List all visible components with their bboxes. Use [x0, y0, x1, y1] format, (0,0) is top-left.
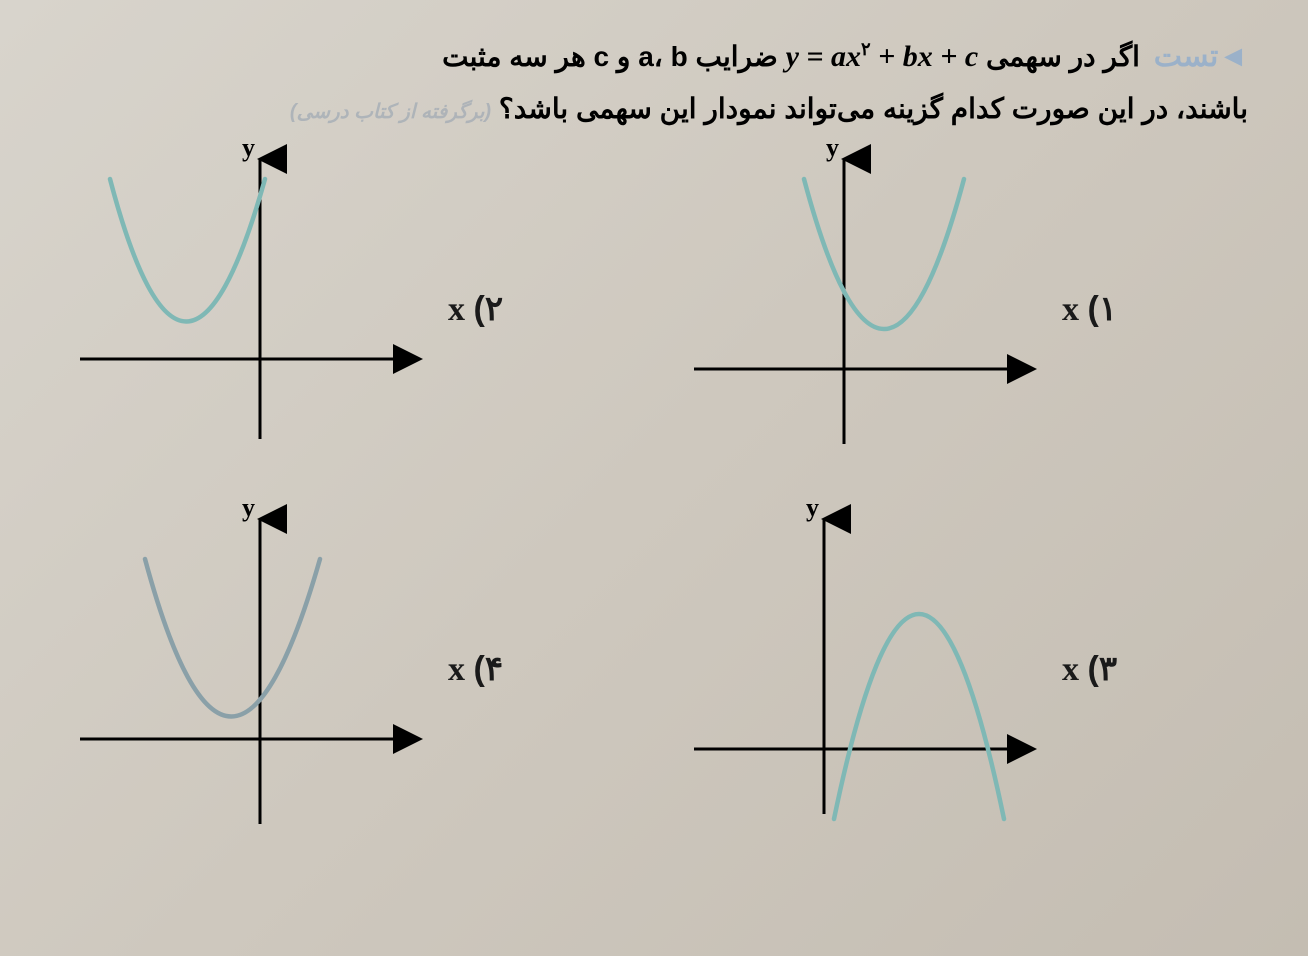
curve-1 [804, 179, 964, 329]
source-note: (برگرفته از کتاب درسی) [290, 101, 491, 123]
option-4-cell: y x (۴ [60, 504, 634, 834]
curve-2 [110, 179, 265, 322]
opt3-var: x [1062, 651, 1079, 688]
opt2-num: (۲ [474, 290, 504, 328]
options-grid: y x (۲ [40, 134, 1268, 834]
y-label-4: y [242, 504, 255, 522]
question-text: ◄تست اگر در سهمی y = ax۲ + bx + c ضرایب … [40, 20, 1268, 134]
graph-4: y [60, 504, 440, 834]
opt3-num: (۳ [1088, 650, 1118, 688]
curve-3 [834, 614, 1004, 819]
graph-2: y [60, 144, 440, 474]
q-part1: اگر در سهمی [986, 41, 1140, 72]
y-label-2: y [242, 144, 255, 162]
option-1-label: x (۱ [1062, 289, 1117, 329]
q-line2: باشند، در این صورت کدام گزینه می‌تواند ن… [499, 93, 1248, 124]
option-4-label: x (۴ [448, 649, 503, 689]
option-2-label: x (۲ [448, 289, 503, 329]
graph-1-svg: y [674, 144, 1054, 474]
opt1-var: x [1062, 291, 1079, 328]
opt4-num: (۴ [474, 650, 504, 688]
y-label-3: y [806, 504, 819, 522]
q-part2: ضرایب a، b و c هر سه مثبت [442, 41, 778, 72]
graph-4-svg: y [60, 504, 440, 834]
graph-3-svg: y [674, 504, 1054, 834]
option-3-label: x (۳ [1062, 649, 1117, 689]
page: ◄تست اگر در سهمی y = ax۲ + bx + c ضرایب … [0, 0, 1308, 956]
opt2-var: x [448, 291, 465, 328]
curve-4 [145, 559, 320, 717]
option-2-cell: y x (۲ [60, 144, 634, 474]
opt1-num: (۱ [1088, 290, 1118, 328]
option-3-cell: y x (۳ [674, 504, 1248, 834]
opt4-var: x [448, 651, 465, 688]
y-label-1: y [826, 144, 839, 162]
formula: y = ax۲ + bx + c [786, 40, 979, 73]
test-label: ◄تست [1154, 30, 1248, 84]
graph-1: y [674, 144, 1054, 474]
graph-2-svg: y [60, 144, 440, 474]
graph-3: y [674, 504, 1054, 834]
option-1-cell: y x (۱ [674, 144, 1248, 474]
